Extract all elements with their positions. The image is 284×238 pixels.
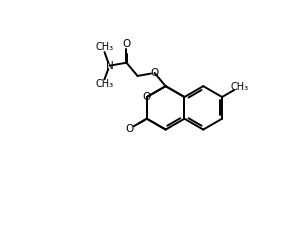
- Text: CH₃: CH₃: [95, 42, 114, 52]
- Text: N: N: [106, 61, 113, 71]
- Text: O: O: [151, 68, 159, 78]
- Text: CH₃: CH₃: [95, 79, 114, 89]
- Text: O: O: [125, 124, 133, 134]
- Text: O: O: [143, 92, 151, 102]
- Text: O: O: [122, 39, 131, 49]
- Text: CH₃: CH₃: [230, 82, 248, 92]
